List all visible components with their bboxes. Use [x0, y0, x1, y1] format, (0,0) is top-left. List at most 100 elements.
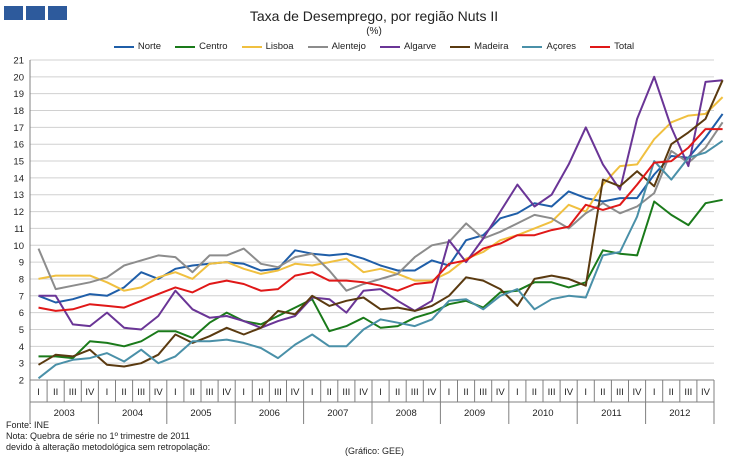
legend-item: Algarve [379, 41, 437, 52]
series-line-alentejo [37, 121, 724, 292]
quarter-label: I [448, 387, 451, 398]
year-label: 2010 [532, 408, 553, 419]
legend-label: Lisboa [265, 41, 294, 52]
quarter-label: I [242, 387, 245, 398]
quarter-label: III [548, 387, 556, 398]
quarter-label: II [669, 387, 674, 398]
quarter-label: III [684, 387, 692, 398]
legend-swatch [590, 45, 611, 48]
legend-swatch [379, 45, 400, 48]
legend-label: Açores [546, 41, 577, 52]
quarter-label: IV [701, 387, 711, 398]
legend-item: Açores [522, 41, 576, 52]
footer-source: Fonte: INE [6, 420, 50, 430]
y-tick-label: 14 [13, 173, 24, 184]
quarter-label: III [69, 387, 77, 398]
logo-block [26, 6, 45, 20]
quarter-label: IV [633, 387, 643, 398]
footer-credit: (Gráfico: GEE) [345, 446, 405, 456]
quarter-label: IV [85, 387, 95, 398]
logo-block [48, 6, 67, 20]
year-label: 2007 [327, 408, 348, 419]
legend-label: Norte [137, 41, 162, 52]
y-tick-label: 11 [14, 224, 24, 235]
y-tick-label: 16 [13, 140, 24, 151]
y-tick-label: 7 [19, 291, 24, 302]
legend-swatch [241, 45, 262, 48]
legend-label: Madeira [474, 41, 509, 52]
legend-item: Total [590, 41, 634, 52]
quarter-label: IV [222, 387, 232, 398]
year-label: 2012 [669, 408, 690, 419]
quarter-label: III [206, 387, 214, 398]
legend-item: Madeira [450, 41, 508, 52]
quarter-label: II [395, 387, 400, 398]
y-tick-label: 5 [19, 325, 24, 336]
quarter-label: II [463, 387, 468, 398]
y-tick-label: 4 [19, 342, 24, 353]
legend-label: Algarve [403, 41, 437, 52]
legend-swatch [113, 45, 134, 48]
legend-swatch [175, 45, 196, 48]
series-line-centro [38, 198, 723, 360]
quarter-label: IV [291, 387, 301, 398]
legend-item: Lisboa [241, 41, 294, 52]
quarter-label: I [584, 387, 587, 398]
quarter-label: III [479, 387, 487, 398]
y-tick-label: 15 [13, 157, 24, 168]
y-tick-label: 6 [19, 308, 24, 319]
quarter-label: I [516, 387, 519, 398]
year-label: 2004 [122, 408, 143, 419]
year-label: 2011 [601, 408, 621, 419]
year-label: 2003 [54, 408, 75, 419]
quarter-label: IV [427, 387, 437, 398]
year-label: 2008 [396, 408, 417, 419]
legend-swatch [307, 45, 328, 48]
legend-swatch [522, 45, 543, 48]
gee-logo [4, 6, 67, 20]
series-line-total [38, 128, 723, 312]
quarter-label: II [190, 387, 195, 398]
quarter-label: II [258, 387, 263, 398]
legend-swatch [450, 45, 471, 48]
chart-subtitle: (%) [366, 26, 382, 37]
y-tick-label: 9 [19, 258, 24, 269]
year-label: 2005 [190, 408, 211, 419]
quarter-label: I [311, 387, 314, 398]
legend-label: Alentejo [331, 41, 366, 52]
quarter-label: II [327, 387, 332, 398]
logo-block [4, 6, 23, 20]
quarter-label: IV [564, 387, 574, 398]
y-tick-label: 17 [13, 123, 24, 134]
quarter-label: I [106, 387, 109, 398]
quarter-label: II [600, 387, 605, 398]
legend-label: Total [614, 41, 635, 52]
quarter-label: I [653, 387, 656, 398]
quarter-label: III [342, 387, 350, 398]
series-line-madeira [37, 79, 724, 368]
y-tick-label: 3 [19, 359, 24, 370]
y-tick-label: 8 [19, 274, 24, 285]
legend-item: Alentejo [307, 41, 366, 52]
y-tick-label: 19 [13, 89, 24, 100]
quarter-label: I [37, 387, 40, 398]
year-label: 2006 [259, 408, 280, 419]
quarter-label: III [137, 387, 145, 398]
y-tick-label: 10 [13, 241, 24, 252]
series-line-norte [38, 113, 724, 304]
y-tick-label: 18 [13, 106, 24, 117]
quarter-label: III [411, 387, 419, 398]
y-tick-label: 21 [13, 56, 24, 67]
footer-note-detail: devido à alteração metodológica sem retr… [6, 442, 211, 452]
quarter-label: IV [154, 387, 164, 398]
year-label: 2009 [464, 408, 485, 419]
quarter-label: I [379, 387, 382, 398]
quarter-label: III [274, 387, 282, 398]
chart-title: Taxa de Desemprego, por região Nuts II [249, 8, 499, 24]
legend-item: Centro [175, 41, 228, 52]
quarter-label: III [616, 387, 624, 398]
y-tick-label: 2 [19, 376, 24, 387]
quarter-label: IV [496, 387, 506, 398]
y-tick-label: 12 [13, 207, 24, 218]
